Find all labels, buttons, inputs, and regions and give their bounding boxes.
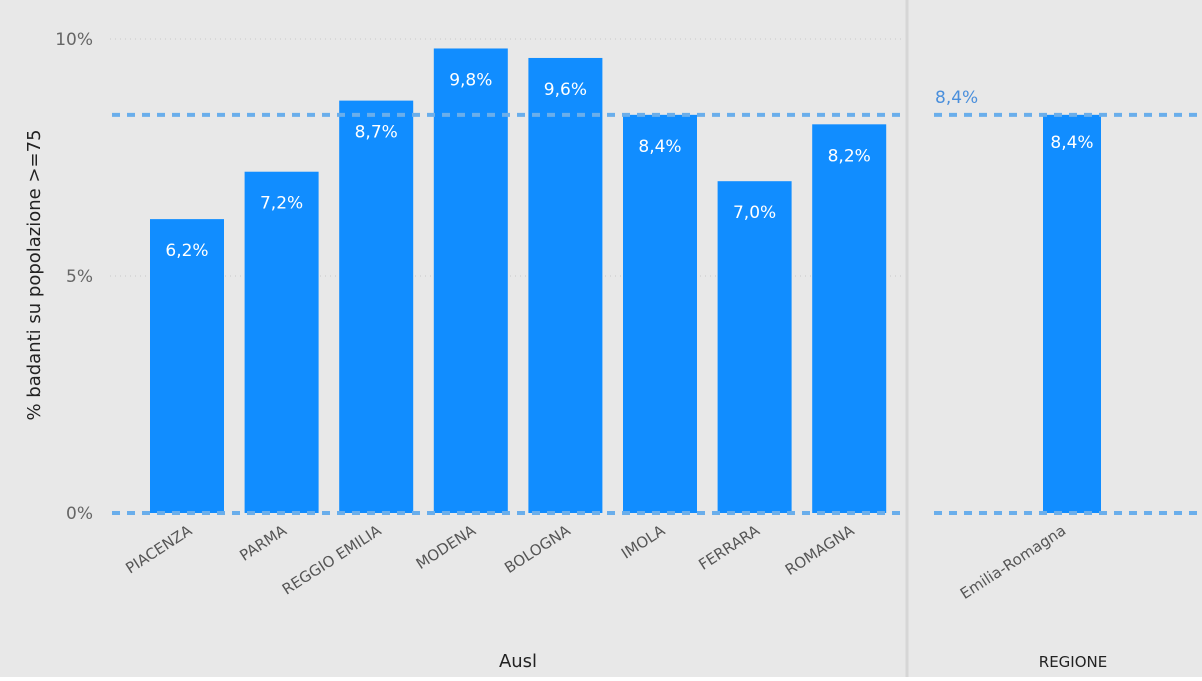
x-axis-title-ausl: Ausl [499, 651, 537, 672]
y-axis-ticks: 0% 5% 10% [55, 30, 93, 524]
y-axis-title: % badanti su popolazione >=75 [24, 129, 45, 420]
bar-data-label: 8,4% [638, 137, 681, 157]
bar-emilia-romagna[interactable] [1043, 114, 1101, 513]
y-tick-label: 5% [66, 267, 93, 287]
reference-lines: 8,4% [112, 88, 1202, 515]
bar-bologna[interactable] [528, 57, 603, 514]
reference-line-label: 8,4% [935, 88, 978, 108]
bar-data-label: 8,7% [355, 123, 398, 143]
x-axis-title-regione: REGIONE [1039, 653, 1107, 671]
bar-piacenza[interactable] [150, 219, 224, 513]
bar-data-label: 7,0% [733, 203, 776, 223]
bar-parma[interactable] [244, 171, 319, 513]
bar-data-label: 9,8% [449, 70, 492, 90]
bars[interactable] [150, 48, 1101, 514]
bar-reggio-emilia[interactable] [339, 100, 414, 514]
bar-imola[interactable] [623, 114, 697, 513]
bar-ferrara[interactable] [717, 181, 792, 513]
data-labels: 6,2% 7,2% 8,7% 9,8% 9,6% 8,4% 7,0% 8,2% 8,4% [165, 70, 1093, 261]
bar-data-label: 6,2% [165, 241, 208, 261]
y-tick-label: 0% [66, 504, 93, 524]
bar-data-label: 9,6% [544, 80, 587, 100]
bar-romagna[interactable] [812, 124, 887, 513]
bar-data-label: 7,2% [260, 194, 303, 214]
bar-modena[interactable] [433, 48, 508, 513]
bar-data-label: 8,4% [1050, 133, 1093, 153]
bar-data-label: 8,2% [828, 146, 871, 166]
y-tick-label: 10% [55, 30, 93, 50]
